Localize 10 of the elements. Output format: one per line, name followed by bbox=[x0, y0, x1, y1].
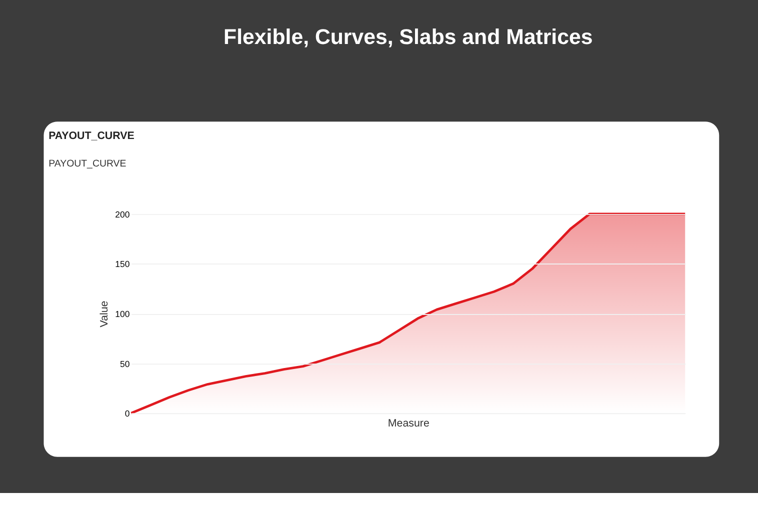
y-tick-label: 100 bbox=[115, 308, 130, 319]
y-axis-title: Value bbox=[98, 300, 110, 328]
y-tick-label: 0 bbox=[124, 408, 130, 419]
y-tick-label: 150 bbox=[115, 259, 130, 270]
y-tick-label: 200 bbox=[115, 209, 130, 220]
chart-title: Flexible, Curves, Slabs and Matrices bbox=[224, 24, 593, 49]
x-axis-title: Measure bbox=[388, 417, 430, 430]
text: PAYOUT_CURVE bbox=[48, 158, 127, 170]
chart-subtitle: PAYOUT_CURVE bbox=[48, 130, 134, 142]
y-tick-label: 50 bbox=[120, 358, 130, 369]
